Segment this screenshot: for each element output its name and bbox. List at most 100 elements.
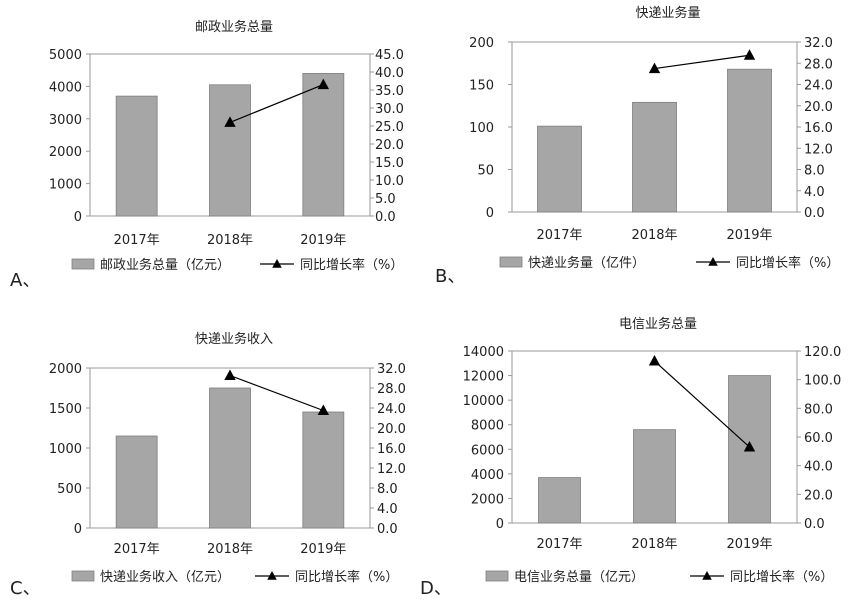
right-tick-label: 20.0	[804, 488, 833, 503]
legend-bar-label: 快递业务收入（亿元）	[100, 569, 230, 585]
right-tick-label: 24.0	[377, 402, 406, 417]
bar-2018年	[209, 84, 251, 217]
chart-panel-3: 电信业务总量 0 2000 4000 6000 8000 10000 12000 14000 0.…	[420, 316, 841, 599]
legend-line-marker	[267, 571, 277, 580]
right-tick-label: 60.0	[804, 431, 833, 446]
right-tick-label: 80.0	[804, 402, 833, 417]
legend-bar-swatch	[71, 258, 95, 270]
chart-title: 邮政业务总量	[195, 19, 273, 35]
right-tick-label: 24.0	[804, 79, 833, 94]
right-tick-label: 4.0	[804, 185, 825, 200]
right-tick-label: 4.0	[377, 502, 398, 517]
right-tick-label: 40.0	[375, 66, 404, 81]
legend-bar-swatch	[499, 256, 523, 268]
right-tick-label: 12.0	[377, 462, 406, 477]
panel-label: A、	[10, 270, 40, 291]
right-tick-label: 30.0	[375, 102, 404, 117]
bar-2017年	[537, 125, 582, 213]
left-tick-label: 4000	[49, 80, 82, 95]
right-tick-label: 45.0	[375, 48, 404, 63]
x-tick-label: 2019年	[300, 542, 346, 557]
left-tick-label: 10000	[463, 394, 504, 409]
growth-rate-point	[317, 78, 330, 90]
left-tick-label: 1000	[49, 442, 82, 457]
x-tick-label: 2017年	[114, 233, 160, 248]
left-tick-label: 0	[486, 206, 494, 221]
growth-rate-line	[654, 54, 750, 70]
right-tick-label: 20.0	[377, 422, 406, 437]
x-tick-label: 2019年	[726, 537, 772, 552]
chart-panel-2: 快递业务收入 0 500 1000 1500 2000 0.0 4.0 8.0 12.0 16.0 2…	[10, 331, 406, 599]
growth-rate-point	[743, 49, 756, 60]
x-tick-label: 2019年	[726, 228, 772, 243]
left-tick-label: 100	[469, 121, 494, 136]
left-tick-label: 4000	[471, 468, 504, 483]
left-tick-label: 0	[74, 210, 82, 225]
panel-label: D、	[420, 578, 452, 599]
right-tick-label: 10.0	[375, 174, 404, 189]
left-tick-label: 2000	[49, 145, 82, 160]
right-tick-label: 100.0	[804, 374, 841, 389]
legend-line-marker	[708, 257, 718, 266]
chart-title: 快递业务收入	[195, 331, 273, 347]
x-tick-label: 2018年	[207, 542, 253, 557]
growth-rate-line	[229, 374, 324, 412]
right-tick-label: 35.0	[375, 84, 404, 99]
left-tick-label: 1500	[49, 402, 82, 417]
growth-rate-line	[229, 84, 324, 123]
chart-title: 电信业务总量	[619, 316, 697, 332]
right-tick-label: 25.0	[375, 120, 404, 135]
chart-title: 快递业务量	[635, 5, 700, 21]
right-tick-label: 0.0	[377, 522, 398, 537]
legend-line-marker	[272, 259, 282, 268]
growth-rate-point	[743, 441, 756, 452]
growth-rate-line	[654, 360, 750, 448]
x-tick-label: 2019年	[300, 233, 346, 248]
legend-bar-swatch	[485, 570, 509, 582]
legend-line-marker	[702, 571, 712, 580]
bar-2017年	[115, 95, 158, 217]
x-tick-label: 2017年	[536, 228, 582, 243]
left-tick-label: 150	[469, 79, 494, 94]
growth-rate-point	[224, 369, 236, 380]
panel-label: C、	[10, 578, 41, 599]
growth-rate-point	[648, 62, 661, 74]
left-tick-label: 8000	[471, 419, 504, 434]
bar-2017年	[115, 435, 158, 529]
legend-bar-swatch	[71, 570, 95, 582]
legend-line-label: 同比增长率（%）	[300, 257, 403, 273]
x-tick-label: 2017年	[114, 542, 160, 557]
left-tick-label: 0	[496, 517, 504, 532]
legend-bar-label: 电信业务总量（亿元）	[514, 569, 644, 585]
left-tick-label: 3000	[49, 113, 82, 128]
right-tick-label: 32.0	[804, 36, 833, 51]
left-tick-label: 1000	[49, 178, 82, 193]
left-tick-label: 5000	[49, 48, 82, 63]
right-tick-label: 12.0	[804, 142, 833, 157]
right-tick-label: 16.0	[804, 121, 833, 136]
left-tick-label: 12000	[463, 370, 504, 385]
right-tick-label: 8.0	[804, 164, 825, 179]
bar-2018年	[209, 387, 251, 529]
right-tick-label: 0.0	[804, 206, 825, 221]
right-tick-label: 20.0	[375, 138, 404, 153]
growth-rate-point	[224, 116, 236, 127]
x-tick-label: 2017年	[536, 537, 582, 552]
legend-line-label: 同比增长率（%）	[295, 569, 398, 585]
left-tick-label: 14000	[463, 345, 504, 360]
left-tick-label: 0	[74, 522, 82, 537]
legend-bar-label: 邮政业务总量（亿元）	[100, 257, 230, 273]
left-tick-label: 6000	[471, 443, 504, 458]
bar-2018年	[633, 429, 676, 524]
right-tick-label: 5.0	[375, 192, 396, 207]
left-tick-label: 50	[477, 164, 494, 179]
chart-panel-1: 快递业务量 0 50 100 150 200 0.0 4.0 8.0 12.0 16.0 20.0 24…	[435, 5, 839, 287]
right-tick-label: 120.0	[804, 345, 841, 360]
bar-2019年	[727, 68, 772, 213]
left-tick-label: 2000	[49, 362, 82, 377]
bar-2018年	[632, 101, 677, 213]
left-tick-label: 2000	[471, 492, 504, 507]
bar-2019年	[302, 411, 345, 529]
right-tick-label: 0.0	[804, 517, 825, 532]
